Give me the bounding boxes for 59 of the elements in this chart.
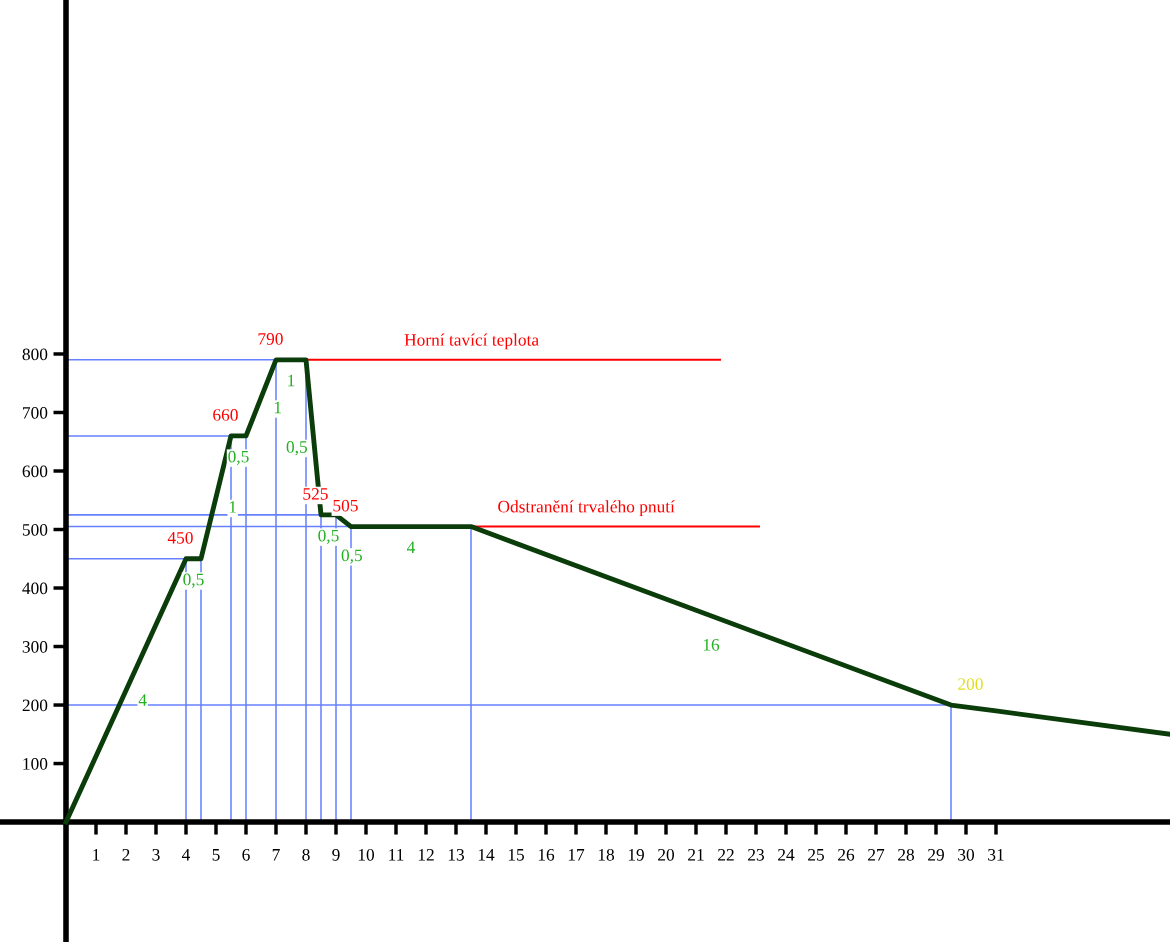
- x-tick-label: 31: [988, 849, 1004, 861]
- y-tick-label: 400: [22, 582, 48, 595]
- annotation: 1: [288, 374, 295, 387]
- x-tick-label: 19: [628, 849, 644, 861]
- y-tick-label: 300: [22, 641, 48, 653]
- x-tick-label: 13: [448, 849, 464, 861]
- annotation: 4: [407, 541, 416, 553]
- annotation: 790: [258, 333, 283, 345]
- series-label: Odstranění trvalého pnutí: [498, 500, 675, 517]
- x-tick-label: 17: [568, 849, 585, 861]
- annotation: 1: [274, 401, 281, 414]
- x-tick-label: 29: [928, 849, 944, 861]
- x-tick-label: 23: [748, 849, 764, 861]
- x-tick-label: 2: [122, 849, 130, 861]
- line-series: [63, 357, 1170, 825]
- x-tick-label: 26: [838, 849, 855, 861]
- x-tick-label: 9: [332, 849, 340, 861]
- x-tick-label: 25: [808, 849, 824, 861]
- x-tick-label: 22: [718, 849, 734, 861]
- annotation: 505: [333, 499, 358, 512]
- annotation: 1: [229, 501, 236, 513]
- y-tick-label: 700: [23, 406, 48, 419]
- annotation: 0,5: [341, 549, 363, 564]
- x-tick-label: 3: [152, 849, 160, 861]
- annotation: 660: [213, 409, 238, 421]
- x-tick-label: 20: [658, 848, 675, 861]
- x-tick-label: 27: [868, 849, 885, 861]
- x-tick-label: 4: [182, 849, 191, 861]
- x-tick-label: 11: [389, 849, 404, 861]
- x-tick-label: 6: [242, 849, 250, 861]
- annotation: 0,5: [318, 529, 339, 544]
- annotation: 4: [138, 694, 147, 706]
- annotation: 450: [167, 531, 193, 544]
- x-tick-label: 21: [688, 849, 704, 861]
- x-tick-label: 28: [898, 848, 915, 861]
- annotation: 200: [958, 678, 983, 690]
- x-tick-label: 12: [418, 849, 434, 861]
- annotation: 0,5: [183, 573, 204, 588]
- y-tick-label: 500: [22, 523, 48, 536]
- y-tick-label: 600: [22, 465, 48, 478]
- x-tick-label: 5: [212, 849, 220, 861]
- x-tick-label: 30: [958, 848, 975, 861]
- y-tick-label: 100: [23, 758, 48, 770]
- x-tick-label: 8: [302, 848, 310, 861]
- x-tick-label: 14: [478, 849, 495, 861]
- x-tick-label: 15: [508, 849, 524, 861]
- x-tick-label: 1: [93, 849, 100, 861]
- y-tick-label: 200: [22, 699, 48, 712]
- series-label: Horní tavící teplota: [404, 333, 539, 350]
- annotation: 525: [303, 488, 328, 500]
- x-tick-label: 18: [598, 848, 615, 861]
- x-tick-label: 10: [358, 848, 375, 861]
- x-tick-label: 24: [778, 849, 795, 861]
- y-tick-label: 800: [22, 348, 48, 361]
- annotation: 0,5: [228, 450, 249, 465]
- x-tick-label: 16: [538, 849, 555, 861]
- annotation: 16: [703, 639, 720, 651]
- annotation: 0,5: [286, 441, 308, 456]
- x-tick-label: 7: [272, 849, 280, 861]
